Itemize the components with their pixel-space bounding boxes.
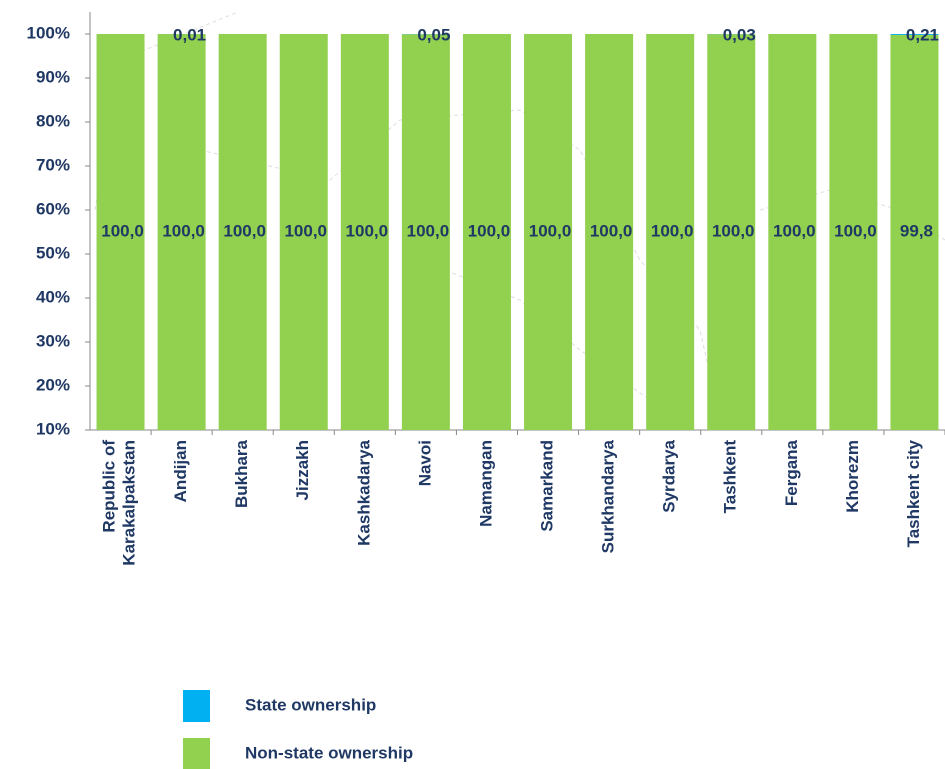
data-label: 100,0 [773,221,816,240]
bar-segment [279,34,328,430]
bar-segment [96,34,145,430]
x-tick-label: Republic ofKarakalpakstan [100,440,139,566]
y-tick-label: 90% [36,67,70,86]
bar-segment [218,34,267,430]
data-label: 100,0 [284,221,327,240]
bar-segment [340,34,389,430]
data-label: 100,0 [529,221,572,240]
bar-segment [462,34,511,430]
x-tick-label-line: Karakalpakstan [120,440,139,566]
data-label: 100,0 [101,221,144,240]
legend-swatch [183,738,210,769]
x-tick-label: Khorezm [843,440,862,513]
data-label: 100,0 [346,221,389,240]
x-tick-label: Samarkand [538,440,557,532]
x-tick-label: Andijan [171,440,190,502]
bar-segment [829,34,878,430]
data-label: 0,01 [173,25,206,44]
y-tick-label: 10% [36,419,70,438]
bar-segment [524,34,573,430]
bar-segment [585,34,634,430]
legend-label: Non-state ownership [245,743,413,762]
x-tick-label: Navoi [415,440,434,486]
data-label: 0,03 [723,25,756,44]
data-label: 100,0 [712,221,755,240]
data-label: 100,0 [651,221,694,240]
x-tick-label-line: Republic of [100,440,119,533]
y-tick-label: 30% [36,331,70,350]
y-tick-label: 40% [36,287,70,306]
x-tick-label: Tashkent [721,440,740,514]
y-tick-label: 20% [36,375,70,394]
x-tick-label: Fergana [782,439,801,506]
data-label: 100,0 [407,221,450,240]
x-tick-label: Kashkadarya [354,439,373,545]
y-tick-label: 100% [27,23,70,42]
x-tick-label: Jizzakh [293,440,312,500]
bar-segment [646,34,695,430]
y-tick-label: 80% [36,111,70,130]
bar-segment [401,34,450,430]
data-label: 100,0 [590,221,633,240]
data-label: 100,0 [162,221,205,240]
legend-swatch [183,690,210,722]
x-tick-label: Syrdarya [660,439,679,512]
bar-segment [157,34,206,430]
bar-segment [768,34,817,430]
data-label: 100,0 [223,221,266,240]
data-label: 0,05 [417,25,450,44]
legend-label: State ownership [245,695,376,714]
y-tick-label: 70% [36,155,70,174]
x-tick-label: Tashkent city [904,439,923,547]
data-label: 100,0 [468,221,511,240]
bar-segment [707,34,756,431]
x-tick-label: Surkhandarya [599,439,618,553]
x-tick-label: Bukhara [232,439,251,508]
data-label: 0,21 [906,25,939,44]
x-tick-label: Namangan [476,440,495,527]
y-tick-label: 60% [36,199,70,218]
data-label: 99,8 [900,221,933,240]
bar-segment [890,34,939,35]
bar-segment [890,34,939,430]
y-tick-label: 50% [36,243,70,262]
data-label: 100,0 [834,221,877,240]
